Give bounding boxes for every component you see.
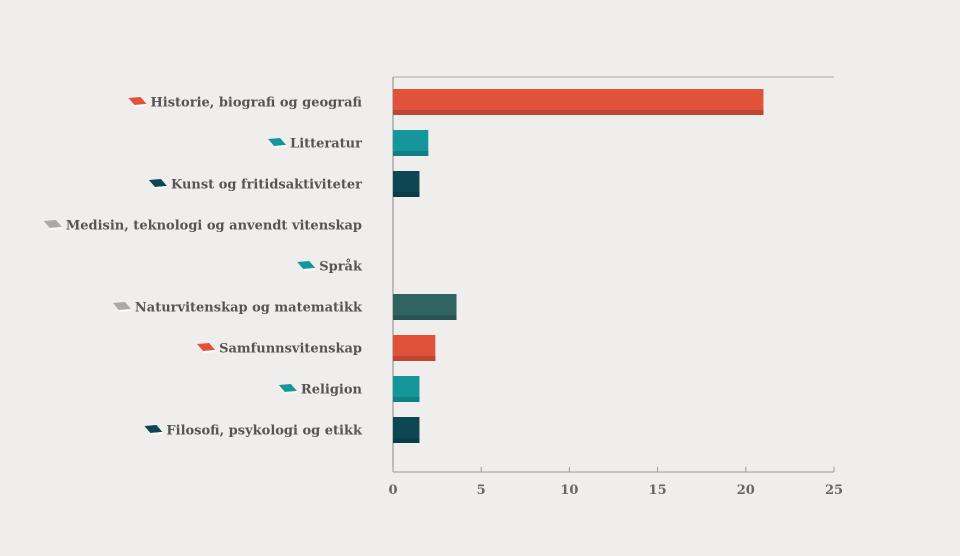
category-label: Religion xyxy=(301,383,363,398)
category-label: Litteratur xyxy=(290,137,362,152)
book-icon xyxy=(297,261,316,271)
book-icon xyxy=(144,425,163,435)
bar-shadow xyxy=(393,151,429,156)
category-label: Språk xyxy=(319,259,363,275)
x-tick-label: 0 xyxy=(388,483,397,498)
book-icon xyxy=(197,343,216,353)
category-label: Samfunnsvitenskap xyxy=(219,342,362,357)
book-icon xyxy=(148,179,167,189)
category-label: Kunst og fritidsaktiviteter xyxy=(171,178,362,193)
bar-shadow xyxy=(393,438,420,443)
bar-shadow xyxy=(393,110,764,115)
bar-shadow xyxy=(393,315,457,320)
category-label: Historie, biografi og geografi xyxy=(151,96,363,111)
bar-shadow xyxy=(393,356,436,361)
bar-shadow xyxy=(393,192,420,197)
x-tick-label: 5 xyxy=(477,483,486,498)
x-tick-label: 25 xyxy=(825,483,843,498)
book-icon xyxy=(112,302,131,312)
x-tick-label: 20 xyxy=(737,483,755,498)
book-icon xyxy=(278,384,297,394)
x-tick-label: 10 xyxy=(560,483,578,498)
book-icon xyxy=(128,97,147,107)
category-label: Naturvitenskap og matematikk xyxy=(135,301,363,316)
book-icon xyxy=(43,220,62,230)
book-icon xyxy=(268,138,287,148)
category-label: Medisin, teknologi og anvendt vitenskap xyxy=(66,219,362,234)
category-label: Filosofi, psykologi og etikk xyxy=(166,424,363,439)
x-tick-label: 15 xyxy=(649,483,667,498)
bar-shadow xyxy=(393,397,420,402)
